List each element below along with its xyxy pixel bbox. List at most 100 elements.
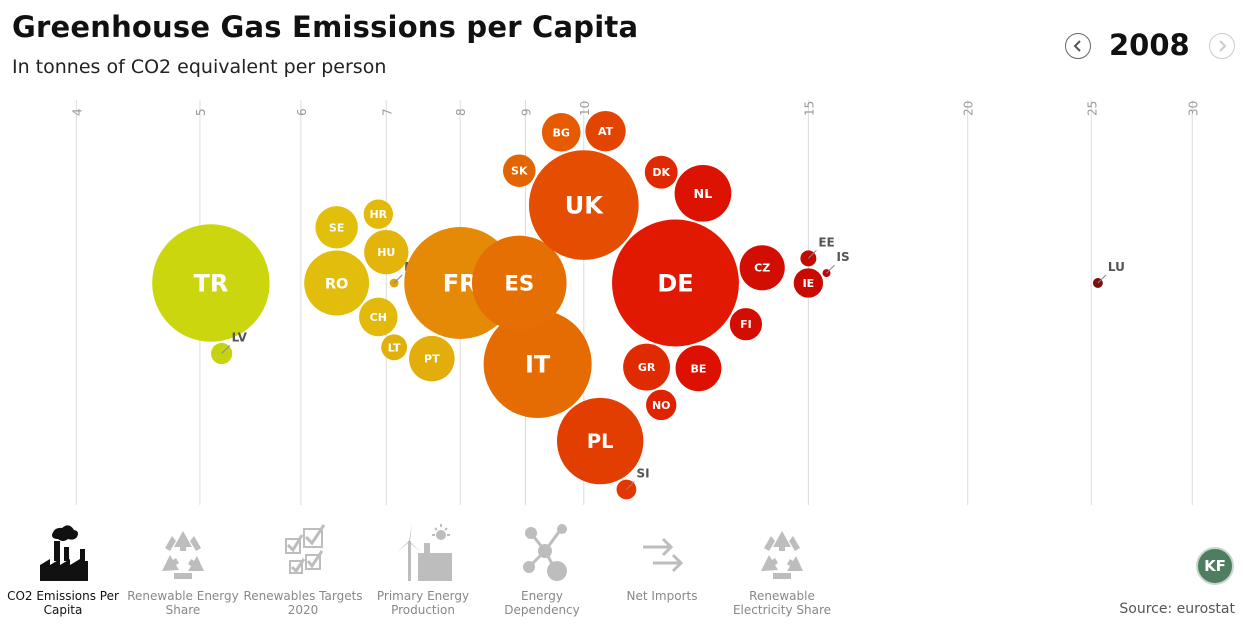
bubble-label-lv: LV <box>232 331 248 345</box>
menu-item-primary-energy-production[interactable]: Primary Energy Production <box>363 515 483 625</box>
x-tick-label: 15 <box>802 101 816 116</box>
bubble-label-ro: RO <box>325 275 349 292</box>
bubble-label-gr: GR <box>638 361 656 374</box>
bubble-dk <box>644 155 678 189</box>
bubble-label-ee: EE <box>818 235 834 249</box>
menu-label: Renewable Energy Share <box>127 589 239 617</box>
bubble-ch <box>359 297 398 337</box>
bubble-label-ie: IE <box>803 277 815 290</box>
bubble-label-fi: FI <box>740 318 752 331</box>
year-display: 2008 <box>1109 28 1190 62</box>
x-tick-label: 10 <box>578 101 592 116</box>
menu-label: Energy Dependency <box>504 589 580 617</box>
menu-label: Primary Energy Production <box>376 589 470 617</box>
bubble-es <box>471 235 567 331</box>
bubble-label-fr: FR <box>443 270 478 298</box>
bubble-label-nl: NL <box>694 187 713 202</box>
menu-item-renewables-targets[interactable]: Renewables Targets 2020 <box>243 515 363 625</box>
bubble-at <box>585 111 626 152</box>
logo-text: KF <box>1204 557 1226 575</box>
leader-line-ee <box>808 249 817 259</box>
menu-label: Renewables Targets 2020 <box>243 589 363 617</box>
bubble-sk <box>503 154 536 187</box>
bubble-it <box>483 309 592 419</box>
menu-item-net-imports[interactable]: Net Imports <box>602 515 722 625</box>
menu-label: CO2 Emissions Per Capita <box>7 589 119 617</box>
recycle-icon <box>761 531 803 579</box>
bubble-label-si: SI <box>636 467 649 481</box>
bubble-pl <box>556 397 644 485</box>
bubble-be <box>675 345 722 392</box>
bubble-label-cz: CZ <box>754 262 770 275</box>
bubble-ro <box>304 250 370 316</box>
bubble-label-es: ES <box>504 272 534 297</box>
bubble-label-hu: HU <box>377 246 395 259</box>
bubble-label-pl: PL <box>587 430 614 453</box>
recycle-icon <box>162 531 204 579</box>
bubble-hu <box>364 229 409 275</box>
bubble-nl <box>674 164 732 222</box>
bubble-bg <box>541 113 581 152</box>
app-logo[interactable]: KF <box>1196 547 1234 585</box>
bubble-label-it: IT <box>525 351 551 379</box>
leader-line-lu <box>1097 274 1107 284</box>
previous-year-button[interactable] <box>1065 33 1091 59</box>
x-tick-label: 9 <box>519 108 533 116</box>
menu-item-renewable-electricity-share[interactable]: Renewable Electricity Share <box>722 515 842 625</box>
checkbox-icon <box>285 524 326 574</box>
bubble-label-se: SE <box>329 221 344 234</box>
x-tick-label: 4 <box>70 108 84 116</box>
year-navigation: 2008 <box>1065 28 1235 66</box>
bubble-de <box>612 219 739 347</box>
menu-item-co2-emissions[interactable]: CO2 Emissions Per Capita <box>3 515 123 625</box>
chart-title: Greenhouse Gas Emissions per Capita <box>12 10 639 44</box>
chart-subtitle: In tonnes of CO2 equivalent per person <box>12 56 387 78</box>
bubble-label-at: AT <box>598 125 614 138</box>
bubble-lt <box>381 334 408 361</box>
bubble-label-tr: TR <box>193 270 228 298</box>
factory-icon <box>40 525 88 581</box>
menu-label: Net Imports <box>626 589 698 603</box>
x-tick-label: 20 <box>962 101 976 116</box>
bubble-label-is: IS <box>837 250 850 264</box>
leader-line-si <box>626 481 635 490</box>
x-tick-label: 5 <box>194 108 208 116</box>
menu-label: Renewable Electricity Share <box>732 589 832 617</box>
bubble-label-lt: LT <box>388 341 401 354</box>
leader-line-mt <box>393 274 403 284</box>
bubble-cz <box>739 245 785 291</box>
bubble-label-sk: SK <box>511 165 528 178</box>
bubble-label-ch: CH <box>370 311 387 324</box>
bubble-gr <box>623 343 671 391</box>
bubble-hr <box>363 199 393 229</box>
leader-line-is <box>826 264 835 274</box>
bubble-label-dk: DK <box>652 166 670 179</box>
bubble-label-hr: HR <box>369 208 387 221</box>
next-year-button[interactable] <box>1209 33 1235 59</box>
bubble-uk <box>528 150 639 260</box>
bubble-label-de: DE <box>657 270 693 298</box>
chevron-right-icon <box>1219 40 1227 52</box>
menu-item-renewable-energy-share[interactable]: Renewable Energy Share <box>123 515 243 625</box>
bubble-label-pt: PT <box>424 353 440 366</box>
bubble-label-bg: BG <box>552 126 569 139</box>
bubble-chart: 4567891015202530TRLVCHHRSEMTHULTROPTFRIT… <box>70 100 1200 505</box>
bubble-label-no: NO <box>652 399 671 412</box>
x-tick-label: 25 <box>1085 101 1099 116</box>
windmill-icon <box>396 523 452 581</box>
bubble-se <box>315 206 358 249</box>
x-tick-label: 6 <box>295 108 309 116</box>
bubble-no <box>646 389 677 421</box>
leader-line-lv <box>221 345 231 354</box>
x-tick-label: 30 <box>1186 101 1200 116</box>
bubble-ie <box>793 268 824 298</box>
bubble-label-be: BE <box>691 362 707 375</box>
source-note: Source: eurostat <box>1119 601 1235 617</box>
indicator-menu: CO2 Emissions Per Capita Renewable Energ… <box>0 515 900 629</box>
bubble-tr <box>152 224 270 342</box>
menu-item-energy-dependency[interactable]: Energy Dependency <box>482 515 602 625</box>
bubble-label-uk: UK <box>565 192 604 220</box>
bubble-fi <box>729 308 763 341</box>
x-tick-label: 7 <box>380 108 394 116</box>
x-tick-label: 8 <box>454 108 468 116</box>
